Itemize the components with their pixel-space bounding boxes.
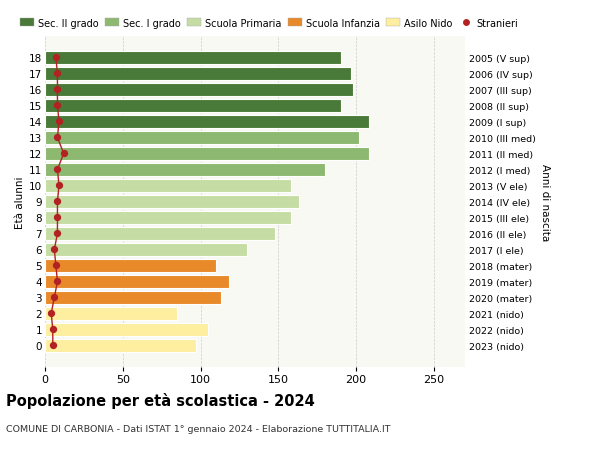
Point — [53, 71, 62, 78]
Point — [50, 246, 59, 253]
Point — [48, 342, 58, 349]
Point — [51, 262, 61, 269]
Legend: Sec. II grado, Sec. I grado, Scuola Primaria, Scuola Infanzia, Asilo Nido, Stran: Sec. II grado, Sec. I grado, Scuola Prim… — [20, 18, 518, 28]
Bar — [45, 291, 221, 304]
Bar — [45, 243, 247, 257]
Bar — [45, 259, 216, 272]
Point — [53, 278, 62, 285]
Text: Popolazione per età scolastica - 2024: Popolazione per età scolastica - 2024 — [6, 392, 315, 409]
Y-axis label: Età alunni: Età alunni — [15, 176, 25, 228]
Point — [54, 118, 64, 126]
Point — [59, 151, 68, 158]
Y-axis label: Anni di nascita: Anni di nascita — [540, 163, 550, 241]
Bar — [45, 339, 196, 352]
Bar — [45, 196, 299, 208]
Point — [48, 326, 58, 333]
Point — [46, 310, 56, 317]
Point — [53, 134, 62, 142]
Bar — [45, 100, 341, 113]
Bar — [45, 84, 353, 97]
Bar — [45, 179, 291, 192]
Point — [51, 55, 61, 62]
Point — [53, 87, 62, 94]
Bar — [45, 275, 229, 288]
Bar — [45, 212, 291, 224]
Point — [53, 102, 62, 110]
Bar — [45, 132, 359, 145]
Point — [53, 230, 62, 238]
Point — [50, 294, 59, 302]
Bar — [45, 307, 177, 320]
Bar — [45, 323, 208, 336]
Bar — [45, 52, 341, 65]
Bar — [45, 163, 325, 177]
Point — [53, 166, 62, 174]
Point — [53, 214, 62, 222]
Bar — [45, 227, 275, 241]
Text: COMUNE DI CARBONIA - Dati ISTAT 1° gennaio 2024 - Elaborazione TUTTITALIA.IT: COMUNE DI CARBONIA - Dati ISTAT 1° genna… — [6, 425, 391, 434]
Bar — [45, 68, 352, 81]
Point — [54, 182, 64, 190]
Bar — [45, 147, 368, 161]
Point — [53, 198, 62, 206]
Bar — [45, 116, 368, 129]
